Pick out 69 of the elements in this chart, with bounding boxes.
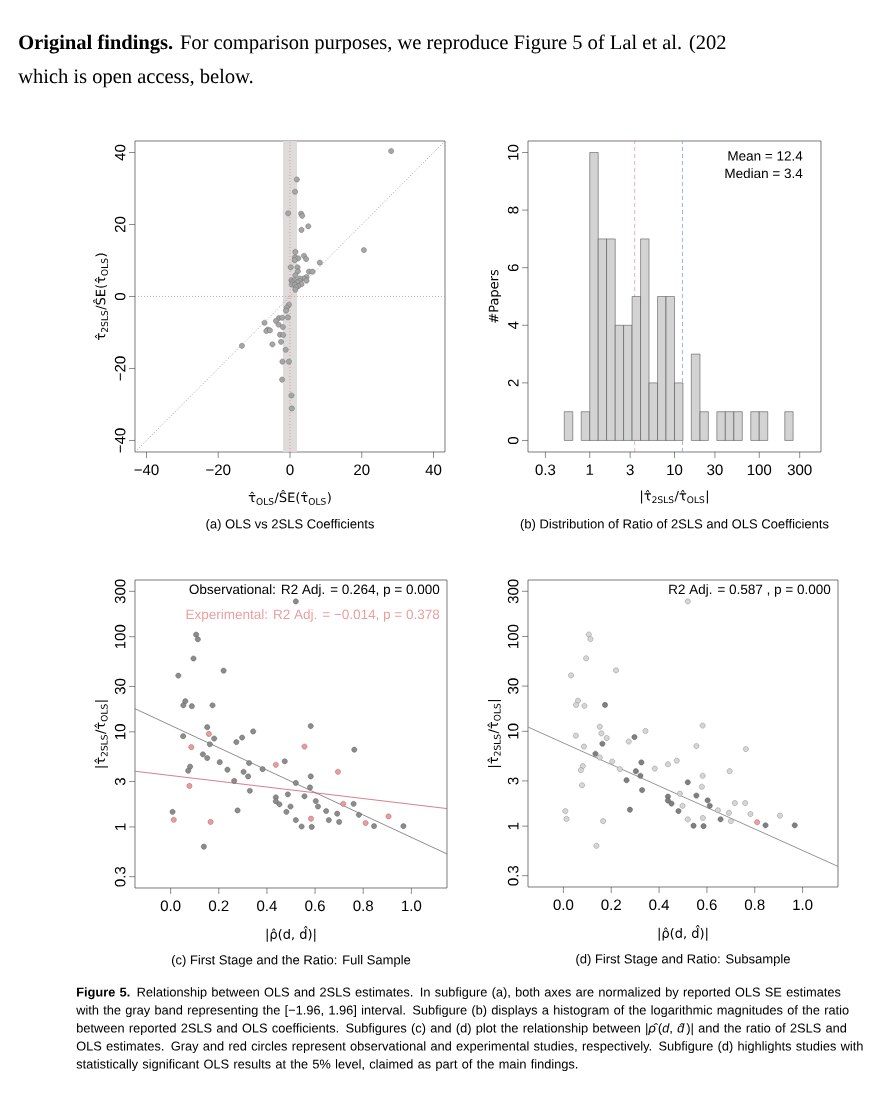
x-tick-label: 0.3 <box>535 464 556 476</box>
text: (b) Distribution of Ratio of 2SLS and OLS Coefficients <box>520 518 829 532</box>
y-tick-label: 6 <box>507 264 519 272</box>
annotation: Mean = 12.4 <box>728 151 803 161</box>
y-tick-label: −20 <box>114 356 126 381</box>
x-tick-label: 20 <box>354 464 370 476</box>
x-tick-label: 0.8 <box>744 899 765 911</box>
x-tick-label: −40 <box>134 464 159 476</box>
text: (c) First Stage and the Ratio: Full Sample <box>171 954 411 968</box>
y-axis-title: |τ̂$_{2SLS}$/τ̂$_{OLS}$| <box>487 700 501 767</box>
x-tick-label: −20 <box>206 464 231 476</box>
x-tick-label: 0.0 <box>160 900 181 912</box>
x-tick-label: 0.0 <box>553 899 574 911</box>
text: which is open access, below. <box>18 68 253 88</box>
annotation: Median = 3.4 <box>725 168 803 179</box>
x-tick-label: 10 <box>667 464 683 476</box>
y-axis-title: τ̂$_{2SLS}$/ŜE(τ̂$_{OLS}$) <box>93 253 108 340</box>
x-tick-label: 0.2 <box>601 899 621 911</box>
annotation: R2 Adj. = 0.587 , p = 0.000 <box>669 584 831 597</box>
y-tick-label: 0 <box>114 292 126 301</box>
x-tick-label: 0.6 <box>305 900 325 912</box>
annotation: Experimental: R2 Adj. = −0.014, p = 0.378 <box>186 609 440 622</box>
x-tick-label: 0.6 <box>697 899 717 911</box>
y-tick-label: 300 <box>507 579 519 604</box>
x-tick-label: 40 <box>425 464 442 476</box>
x-tick-label: 1 <box>586 464 594 475</box>
y-tick-label: 20 <box>114 216 126 233</box>
x-tick-label: 0.4 <box>257 900 277 912</box>
y-tick-label: 8 <box>507 206 519 214</box>
y-axis-title: #Papers <box>488 269 501 323</box>
y-tick-label: 30 <box>507 678 519 694</box>
y-tick-label: 3 <box>114 778 126 786</box>
x-axis-title: |ρ̂(d, d̂)| <box>266 926 316 942</box>
x-tick-label: 0.4 <box>649 899 670 911</box>
y-tick-label: 100 <box>114 624 126 649</box>
y-tick-label: 40 <box>114 144 126 161</box>
y-tick-label: 0 <box>507 436 519 445</box>
y-tick-label: 0.3 <box>507 865 519 886</box>
y-tick-label: 4 <box>508 321 519 330</box>
x-axis-title: τ̂$_{OLS}$/ŜE(τ̂$_{OLS}$) <box>248 490 331 505</box>
text: (d) First Stage and Ratio: Subsample <box>576 953 790 967</box>
y-tick-label: 0.3 <box>114 866 126 887</box>
y-tick-label: 3 <box>507 777 519 785</box>
text: Figure 5. Relationship between OLS and 2SLS estimates. In subfigure (a), both axes are normalized by reported OLS SE estimates with the gray band representing the [−1.96, 1.96] interval. Subfigure (b) displays a histogram of the logarithmic magnitudes of the ratio between reported 2SLS and OLS coefficients. Subfigures (c) and (d) plot the relationship between |ρ̂(d, d̂)| and the ratio of 2SLS and OLS estimates. Gray and red circles represent observational and experimental studies, respectively. Subfigure (d) highlights studies with statistically significant OLS results at the 5% level, claimed as part of the main findings. <box>76 987 863 1072</box>
text: (a) OLS vs 2SLS Coefficients <box>206 518 374 532</box>
x-tick-label: 300 <box>787 464 812 476</box>
x-tick-label: 100 <box>747 464 772 476</box>
x-tick-label: 0.2 <box>208 900 229 912</box>
y-tick-label: 10 <box>507 723 519 739</box>
y-tick-label: 2 <box>508 379 519 387</box>
y-tick-label: 300 <box>114 579 126 604</box>
x-tick-label: 3 <box>626 464 634 476</box>
x-tick-label: 0.8 <box>353 900 373 912</box>
y-axis-title: |τ̂$_{2SLS}$/τ̂$_{OLS}$| <box>94 700 108 768</box>
y-tick-label: 10 <box>114 724 126 740</box>
y-tick-label: 10 <box>507 144 519 160</box>
x-tick-label: 1.0 <box>793 899 813 911</box>
x-tick-label: 30 <box>707 464 723 476</box>
y-tick-label: 1 <box>508 822 519 830</box>
x-tick-label: 0 <box>286 464 294 476</box>
y-tick-label: 30 <box>114 678 126 695</box>
annotation: Observational: R2 Adj. = 0.264, p = 0.000 <box>189 584 440 597</box>
y-tick-label: 1 <box>115 823 126 830</box>
y-tick-label: 100 <box>507 624 519 648</box>
x-tick-label: 1.0 <box>402 900 422 912</box>
x-axis-title: |τ̂$_{2SLS}$/τ̂$_{OLS}$| <box>641 490 708 504</box>
x-axis-title: |ρ̂(d, d̂)| <box>658 925 708 941</box>
text: Original findings. For comparison purposes, we reproduce Figure 5 of Lal et al. (202 <box>19 34 726 54</box>
y-tick-label: −40 <box>114 428 126 453</box>
